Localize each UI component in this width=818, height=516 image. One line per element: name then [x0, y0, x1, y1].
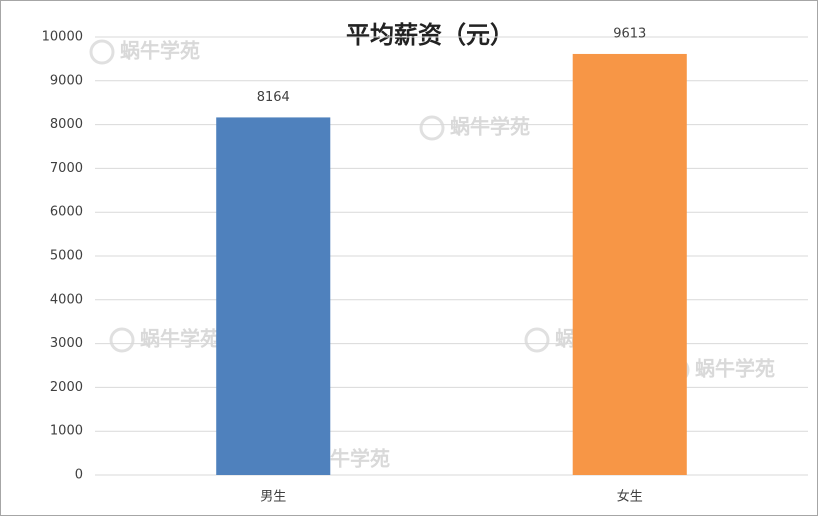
watermark: 蜗牛学苑 — [695, 357, 775, 381]
watermark: 蜗牛学苑 — [140, 327, 220, 351]
y-tick-label: 3000 — [50, 336, 83, 351]
y-tick-label: 4000 — [50, 292, 83, 307]
y-tick-label: 6000 — [50, 205, 83, 220]
y-tick-label: 7000 — [50, 161, 83, 176]
y-tick-label: 2000 — [50, 380, 83, 395]
watermark-logo — [109, 327, 135, 353]
watermark: 蜗牛学苑 — [120, 39, 200, 63]
chart-title: 平均薪资（元） — [346, 21, 514, 49]
bar — [216, 117, 331, 475]
bar — [572, 53, 687, 476]
y-tick-label: 8000 — [50, 117, 83, 132]
watermark-logo — [524, 327, 550, 353]
y-tick-label: 1000 — [50, 424, 83, 439]
watermark-logo — [419, 115, 445, 141]
y-tick-label: 5000 — [50, 249, 83, 264]
x-tick-label: 女生 — [617, 489, 643, 505]
y-tick-label: 9000 — [50, 73, 83, 88]
watermark-logo — [89, 39, 115, 65]
watermark: 蜗牛学苑 — [450, 115, 530, 139]
y-tick-label: 0 — [75, 468, 83, 483]
data-label: 9613 — [613, 26, 646, 41]
y-tick-label: 10000 — [42, 30, 83, 45]
data-label: 8164 — [257, 90, 290, 105]
x-tick-label: 男生 — [260, 490, 286, 505]
